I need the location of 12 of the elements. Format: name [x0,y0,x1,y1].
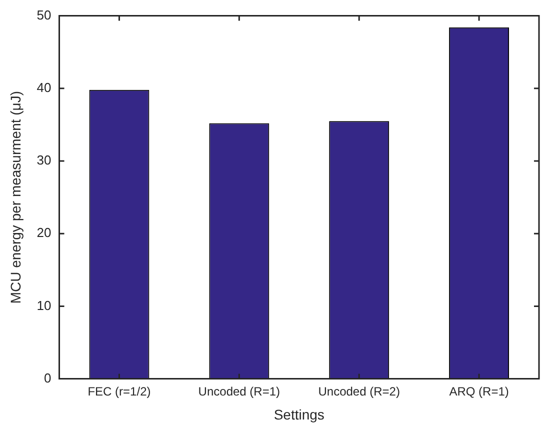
y-tick-label: 10 [36,298,52,313]
y-tick-label: 50 [36,7,52,22]
x-tick-label: Uncoded (R=1) [198,384,280,398]
x-tick-label: ARQ (R=1) [449,384,509,398]
y-tick-label: 20 [36,225,52,240]
x-axis-title: Settings [274,406,324,422]
y-tick-label: 30 [36,152,52,168]
y-tick-label: 0 [44,370,52,386]
y-tick-label: 40 [36,80,52,95]
x-tick-label: FEC (r=1/2) [88,384,151,398]
y-axis-title: MCU energy per measurment (μJ) [7,90,24,304]
x-tick-label: Uncoded (R=2) [318,384,400,398]
